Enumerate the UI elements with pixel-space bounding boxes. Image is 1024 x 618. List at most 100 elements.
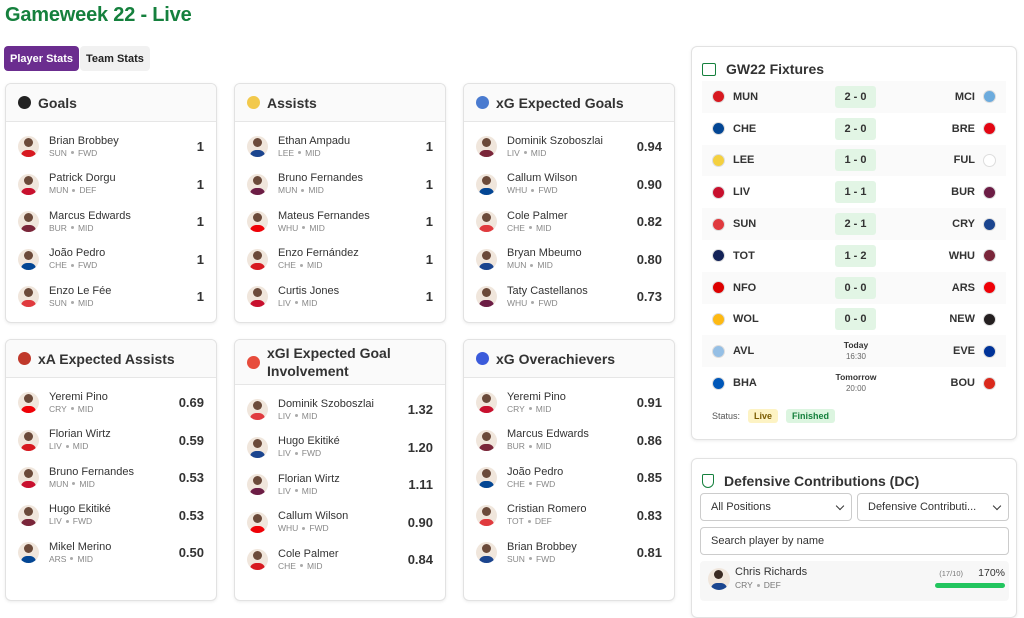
player-name: Hugo Ekitiké <box>49 503 111 516</box>
team-code: CRY <box>952 218 975 231</box>
avatar-kit <box>250 525 265 533</box>
player-row[interactable]: Cristian Romero TOT DEF 0.83 <box>476 497 662 535</box>
fixture-row[interactable]: LIV 1 - 1 BUR <box>702 176 1006 208</box>
home-team: MUN <box>712 90 759 104</box>
separator <box>528 407 532 411</box>
player-row[interactable]: Callum Wilson WHU FWD 0.90 <box>476 166 662 204</box>
team-code: BOU <box>950 377 975 390</box>
player-row[interactable]: Dominik Szoboszlai LIV MID 1.32 <box>247 391 433 429</box>
player-row[interactable]: Chris Richards CRY DEF (17/10) 170% <box>700 561 1009 601</box>
player-name: Bryan Mbeumo <box>507 247 582 260</box>
search-input[interactable]: Search player by name <box>700 527 1009 555</box>
player-meta: MUN DEF <box>49 184 187 196</box>
player-meta: WHU FWD <box>507 184 627 196</box>
tab[interactable]: Player Stats <box>4 46 79 71</box>
separator <box>299 263 303 267</box>
fixture-row[interactable]: CHE 2 - 0 BRE <box>702 113 1006 145</box>
stat-value: 0.53 <box>178 470 204 486</box>
player-row[interactable]: Bruno Fernandes MUN MID 1 <box>247 166 433 204</box>
player-row[interactable]: Patrick Dorgu MUN DEF 1 <box>18 166 204 204</box>
separator <box>528 557 532 561</box>
score: 2 - 1 <box>835 213 876 236</box>
player-row[interactable]: Cole Palmer CHE MID 0.82 <box>476 203 662 241</box>
fixture-row[interactable]: LEE 1 - 0 FUL <box>702 144 1006 177</box>
player-row[interactable]: João Pedro CHE FWD 0.85 <box>476 459 662 497</box>
stat-value: 0.94 <box>636 139 662 155</box>
stat-card: Assists Ethan Ampadu LEE MID 1 Bruno Fernande… <box>234 83 446 323</box>
player-row[interactable]: Hugo Ekitiké LIV FWD 1.20 <box>247 429 433 467</box>
separator <box>70 407 74 411</box>
player-avatar <box>476 136 497 158</box>
player-row[interactable]: Enzo Le Fée SUN MID 1 <box>18 278 204 316</box>
player-position: MID <box>309 222 325 233</box>
player-row[interactable]: Taty Castellanos WHU FWD 0.73 <box>476 278 662 316</box>
player-row[interactable]: Brian Brobbey SUN FWD 1 <box>18 128 204 166</box>
player-row[interactable]: Dominik Szoboszlai LIV MID 0.94 <box>476 128 662 166</box>
fixture-row[interactable]: SUN 2 - 1 CRY <box>702 208 1006 240</box>
player-row[interactable]: Marcus Edwards BUR MID 1 <box>18 203 204 241</box>
fixture-row[interactable]: AVL Today 16:30 EVE <box>702 335 1006 368</box>
player-row[interactable]: João Pedro CHE FWD 1 <box>18 241 204 279</box>
player-name: Enzo Fernández <box>278 247 359 260</box>
fixture-row[interactable]: MUN 2 - 0 MCI <box>702 81 1006 113</box>
away-team: EVE <box>953 344 996 358</box>
player-row[interactable]: Brian Brobbey SUN FWD 0.81 <box>476 534 662 572</box>
player-row[interactable]: Yeremi Pino CRY MID 0.69 <box>18 384 204 422</box>
separator <box>72 188 76 192</box>
player-row[interactable]: Florian Wirtz LIV MID 1.11 <box>247 466 433 504</box>
player-row[interactable]: Marcus Edwards BUR MID 0.86 <box>476 422 662 460</box>
player-name: Cristian Romero <box>507 503 587 516</box>
avatar-kit <box>21 481 36 489</box>
avatar-head <box>24 469 33 479</box>
player-position: DEF <box>534 516 552 527</box>
team-badge <box>712 281 725 295</box>
team-code: WHU <box>948 249 975 262</box>
fixture-row[interactable]: NFO 0 - 0 ARS <box>702 271 1006 304</box>
player-avatar <box>476 248 497 270</box>
home-team: TOT <box>712 249 755 263</box>
player-row[interactable]: Hugo Ekitiké LIV FWD 0.53 <box>18 497 204 535</box>
fixture-row[interactable]: BHA Tomorrow 20:00 BOU <box>702 367 1006 399</box>
player-row[interactable]: Enzo Fernández CHE MID 1 <box>247 241 433 279</box>
player-team: LIV <box>278 485 291 496</box>
player-position: FWD <box>301 448 322 459</box>
avatar-kit <box>250 150 265 158</box>
progress-bar <box>935 583 1005 588</box>
player-row[interactable]: Florian Wirtz LIV MID 0.59 <box>18 422 204 460</box>
avatar-kit <box>21 187 36 195</box>
player-row[interactable]: Ethan Ampadu LEE MID 1 <box>247 128 433 166</box>
player-row[interactable]: Yeremi Pino CRY MID 0.91 <box>476 384 662 422</box>
player-row[interactable]: Cole Palmer CHE MID 0.84 <box>247 541 433 579</box>
tab[interactable]: Team Stats <box>80 46 150 71</box>
separator <box>302 226 306 230</box>
fixture-row[interactable]: TOT 1 - 2 WHU <box>702 240 1006 272</box>
player-row[interactable]: Mateus Fernandes WHU MID 1 <box>247 203 433 241</box>
player-meta: MUN MID <box>507 259 627 271</box>
avatar-head <box>24 394 33 404</box>
team-code: MUN <box>733 90 759 103</box>
player-info: Curtis Jones LIV MID <box>278 285 416 309</box>
away-team: CRY <box>952 217 996 231</box>
player-row[interactable]: Curtis Jones LIV MID 1 <box>247 278 433 316</box>
player-row[interactable]: Mikel Merino ARS MID 0.50 <box>18 534 204 572</box>
player-info: Hugo Ekitiké LIV FWD <box>278 435 398 459</box>
stat-value: 1 <box>196 214 204 230</box>
fixtures-panel: GW22 Fixtures MUN 2 - 0 MCI CHE 2 - 0 BRE LEE 1… <box>691 46 1017 440</box>
player-row[interactable]: Bryan Mbeumo MUN MID 0.80 <box>476 241 662 279</box>
team-code: LIV <box>733 186 751 199</box>
page-title: Gameweek 22 - Live <box>5 4 192 26</box>
score: 1 - 2 <box>835 244 876 267</box>
stat-value: 1 <box>196 176 204 192</box>
separator <box>528 482 532 486</box>
avatar-kit <box>21 300 36 308</box>
player-row[interactable]: Bruno Fernandes MUN MID 0.53 <box>18 459 204 497</box>
player-avatar <box>18 429 39 451</box>
player-position: MID <box>305 147 321 158</box>
fixture-row[interactable]: WOL 0 - 0 NEW <box>702 304 1006 336</box>
player-row[interactable]: Callum Wilson WHU FWD 0.90 <box>247 504 433 542</box>
position-select[interactable]: All Positions <box>700 493 852 521</box>
avatar-head <box>24 544 33 554</box>
stat-select[interactable]: Defensive Contributi... <box>857 493 1009 521</box>
card-rows: Ethan Ampadu LEE MID 1 Bruno Fernandes MUN MID… <box>235 122 445 320</box>
separator <box>70 301 74 305</box>
